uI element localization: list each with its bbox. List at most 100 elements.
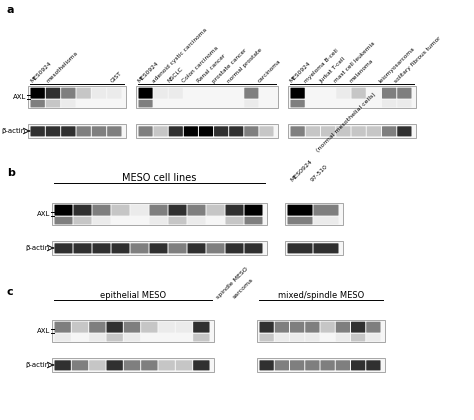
FancyBboxPatch shape bbox=[366, 360, 381, 370]
FancyBboxPatch shape bbox=[61, 88, 75, 99]
Text: β-actin: β-actin bbox=[26, 245, 50, 251]
FancyBboxPatch shape bbox=[55, 217, 73, 224]
Text: MES0924: MES0924 bbox=[137, 61, 160, 84]
Bar bbox=[285, 203, 343, 225]
FancyBboxPatch shape bbox=[226, 205, 244, 215]
FancyBboxPatch shape bbox=[397, 126, 411, 136]
FancyBboxPatch shape bbox=[336, 126, 350, 136]
FancyBboxPatch shape bbox=[320, 322, 335, 333]
FancyBboxPatch shape bbox=[313, 217, 338, 224]
FancyBboxPatch shape bbox=[259, 360, 274, 370]
FancyBboxPatch shape bbox=[352, 88, 366, 99]
FancyBboxPatch shape bbox=[244, 126, 258, 136]
FancyBboxPatch shape bbox=[336, 360, 350, 370]
FancyBboxPatch shape bbox=[141, 322, 157, 333]
FancyBboxPatch shape bbox=[124, 360, 140, 370]
Text: GIST: GIST bbox=[109, 71, 123, 84]
FancyBboxPatch shape bbox=[244, 100, 258, 108]
FancyBboxPatch shape bbox=[245, 243, 263, 253]
FancyBboxPatch shape bbox=[290, 360, 304, 370]
FancyBboxPatch shape bbox=[288, 205, 312, 215]
FancyBboxPatch shape bbox=[176, 360, 192, 370]
FancyBboxPatch shape bbox=[138, 88, 153, 99]
FancyBboxPatch shape bbox=[352, 126, 366, 136]
Text: melanoma: melanoma bbox=[348, 58, 374, 84]
FancyBboxPatch shape bbox=[291, 126, 305, 136]
Bar bbox=[52, 203, 267, 225]
FancyBboxPatch shape bbox=[275, 334, 289, 341]
FancyBboxPatch shape bbox=[244, 88, 258, 99]
FancyBboxPatch shape bbox=[55, 360, 71, 370]
FancyBboxPatch shape bbox=[55, 334, 71, 341]
FancyBboxPatch shape bbox=[290, 334, 304, 341]
FancyBboxPatch shape bbox=[336, 322, 350, 333]
FancyBboxPatch shape bbox=[188, 243, 206, 253]
FancyBboxPatch shape bbox=[149, 205, 167, 215]
FancyBboxPatch shape bbox=[72, 360, 88, 370]
FancyBboxPatch shape bbox=[141, 360, 157, 370]
FancyBboxPatch shape bbox=[92, 243, 110, 253]
FancyBboxPatch shape bbox=[73, 205, 91, 215]
Bar bbox=[257, 320, 385, 342]
FancyBboxPatch shape bbox=[336, 88, 350, 99]
FancyBboxPatch shape bbox=[158, 322, 175, 333]
FancyBboxPatch shape bbox=[351, 334, 365, 341]
FancyBboxPatch shape bbox=[321, 126, 335, 136]
FancyBboxPatch shape bbox=[111, 243, 129, 253]
Bar bbox=[136, 124, 278, 138]
Bar bbox=[288, 124, 416, 138]
Text: Jurkat T-cell: Jurkat T-cell bbox=[319, 56, 346, 84]
FancyBboxPatch shape bbox=[188, 205, 206, 215]
FancyBboxPatch shape bbox=[305, 322, 319, 333]
FancyBboxPatch shape bbox=[176, 322, 192, 333]
FancyBboxPatch shape bbox=[207, 243, 225, 253]
FancyBboxPatch shape bbox=[193, 322, 210, 333]
Text: MES0924: MES0924 bbox=[290, 159, 313, 183]
FancyBboxPatch shape bbox=[397, 88, 411, 99]
Text: carcinoma: carcinoma bbox=[256, 59, 282, 84]
FancyBboxPatch shape bbox=[46, 100, 60, 108]
FancyBboxPatch shape bbox=[89, 360, 106, 370]
FancyBboxPatch shape bbox=[30, 100, 45, 108]
Text: NSCLC: NSCLC bbox=[166, 66, 184, 84]
Bar bbox=[288, 86, 416, 108]
FancyBboxPatch shape bbox=[30, 126, 45, 136]
FancyBboxPatch shape bbox=[226, 217, 244, 224]
FancyBboxPatch shape bbox=[130, 205, 148, 215]
FancyBboxPatch shape bbox=[188, 217, 206, 224]
FancyBboxPatch shape bbox=[107, 88, 121, 99]
FancyBboxPatch shape bbox=[382, 88, 396, 99]
Text: solitary fibrous tumor: solitary fibrous tumor bbox=[393, 36, 442, 84]
FancyBboxPatch shape bbox=[305, 334, 319, 341]
Text: MESO cell lines: MESO cell lines bbox=[122, 173, 197, 183]
Bar bbox=[257, 358, 385, 372]
FancyBboxPatch shape bbox=[168, 217, 186, 224]
FancyBboxPatch shape bbox=[55, 243, 73, 253]
FancyBboxPatch shape bbox=[367, 126, 381, 136]
Text: β-actin: β-actin bbox=[26, 362, 50, 368]
FancyBboxPatch shape bbox=[291, 100, 305, 108]
Text: leiomyosarcoma: leiomyosarcoma bbox=[378, 46, 417, 84]
Text: adenoid cystic carcinoma: adenoid cystic carcinoma bbox=[152, 27, 208, 84]
FancyBboxPatch shape bbox=[138, 126, 153, 136]
FancyBboxPatch shape bbox=[259, 322, 274, 333]
FancyBboxPatch shape bbox=[320, 360, 335, 370]
FancyBboxPatch shape bbox=[184, 126, 198, 136]
FancyBboxPatch shape bbox=[259, 334, 274, 341]
FancyBboxPatch shape bbox=[73, 217, 91, 224]
FancyBboxPatch shape bbox=[158, 360, 175, 370]
FancyBboxPatch shape bbox=[92, 217, 110, 224]
FancyBboxPatch shape bbox=[124, 334, 140, 341]
FancyBboxPatch shape bbox=[366, 322, 381, 333]
FancyBboxPatch shape bbox=[111, 205, 129, 215]
FancyBboxPatch shape bbox=[259, 126, 273, 136]
Bar bbox=[136, 86, 278, 108]
FancyBboxPatch shape bbox=[306, 126, 320, 136]
FancyBboxPatch shape bbox=[245, 217, 263, 224]
Text: MES0924: MES0924 bbox=[289, 61, 311, 84]
FancyBboxPatch shape bbox=[73, 243, 91, 253]
FancyBboxPatch shape bbox=[149, 217, 167, 224]
FancyBboxPatch shape bbox=[92, 126, 106, 136]
Text: prostate cancer: prostate cancer bbox=[211, 48, 248, 84]
FancyBboxPatch shape bbox=[193, 334, 210, 341]
